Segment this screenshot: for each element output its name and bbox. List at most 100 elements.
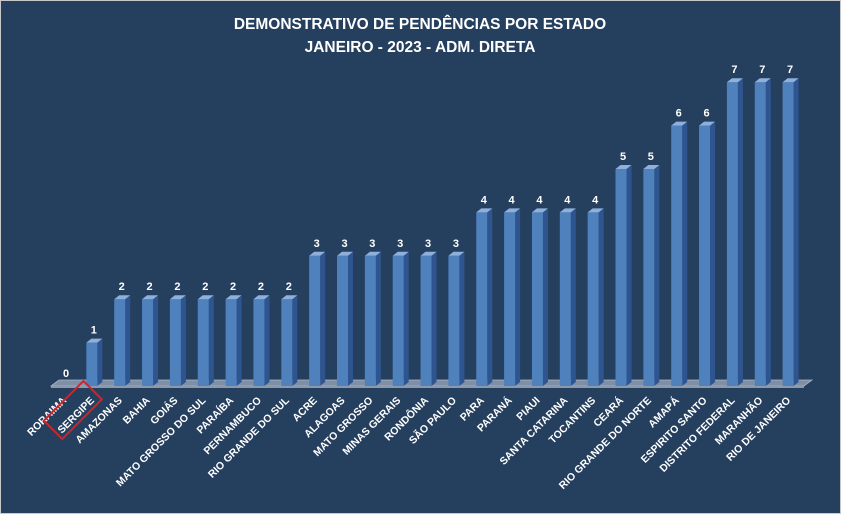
- data-label-alagoas: 3: [341, 238, 347, 250]
- bar-front-sergipe: [86, 342, 98, 386]
- bar-distrito-federal: [726, 78, 743, 386]
- bar-side-rio-grande-do-norte: [654, 165, 660, 386]
- bar-side-sao-paulo: [459, 251, 465, 386]
- bar-top-sergipe: [86, 338, 103, 343]
- bar-side-amapa: [682, 121, 688, 386]
- bar-top-ceara: [615, 165, 632, 169]
- data-label-rio-de-janeiro: 7: [787, 64, 793, 76]
- bar-front-amapa: [671, 125, 683, 386]
- bar-front-rondonia: [420, 255, 432, 386]
- bar-top-rio-grande-do-norte: [643, 165, 660, 169]
- bar-mato-grosso-do-sul: [197, 295, 214, 386]
- bar-front-distrito-federal: [726, 82, 738, 386]
- data-label-bahia: 2: [146, 281, 152, 293]
- bar-front-espirito-santo: [699, 125, 711, 386]
- bar-top-mato-grosso-do-sul: [197, 295, 214, 300]
- bar-top-tocantins: [587, 208, 604, 213]
- data-labels-group: 0 1 2 2 2 2 2 2 2 3 3 3 3 3 3 4 4 4 4 4 5 5 6 6 7 7 7: [63, 64, 793, 380]
- bar-front-acre: [309, 255, 321, 386]
- bar-top-rondonia: [420, 251, 437, 256]
- bar-top-mato-grosso: [364, 251, 381, 256]
- chart-subtitle: JANEIRO - 2023 - ADM. DIRETA: [305, 39, 536, 56]
- bar-rio-grande-do-sul: [281, 295, 298, 386]
- bar-top-amapa: [671, 121, 688, 126]
- data-label-espirito-santo: 6: [703, 108, 709, 120]
- x-tick-bahia: BAHIA: [121, 394, 153, 426]
- bar-top-parana: [504, 208, 521, 213]
- bar-para: [476, 208, 493, 386]
- bar-top-amazonas: [114, 295, 131, 300]
- bar-side-santa-catarina: [570, 208, 576, 386]
- bar-goias: [169, 295, 186, 386]
- bar-side-rio-grande-do-sul: [292, 295, 298, 386]
- bar-top-maranhao: [754, 78, 771, 83]
- floor-front-edge: [51, 386, 804, 388]
- bar-side-distrito-federal: [737, 78, 743, 386]
- bar-side-amazonas: [125, 295, 131, 386]
- bar-front-maranhao: [754, 82, 766, 386]
- bar-side-tocantins: [598, 208, 604, 386]
- bar-front-minas-gerais: [392, 255, 404, 386]
- bar-front-bahia: [142, 299, 154, 386]
- bar-front-paraiba: [225, 299, 237, 386]
- data-label-distrito-federal: 7: [731, 64, 737, 76]
- bar-front-para: [476, 212, 488, 386]
- bar-maranhao: [754, 78, 771, 386]
- bars-group: [86, 78, 799, 386]
- bar-top-alagoas: [337, 251, 353, 256]
- bar-front-mato-grosso-do-sul: [197, 299, 209, 386]
- data-label-piaui: 4: [536, 194, 543, 206]
- bar-side-goias: [180, 295, 186, 386]
- bar-side-acre: [320, 251, 326, 386]
- highlight-box: [42, 379, 104, 441]
- bar-front-alagoas: [337, 255, 348, 386]
- bar-top-distrito-federal: [726, 78, 743, 83]
- bar-front-goias: [169, 299, 181, 386]
- bar-side-minas-gerais: [403, 251, 409, 386]
- data-label-mato-grosso-do-sul: 2: [202, 281, 208, 293]
- bar-parana: [504, 208, 521, 386]
- bar-top-goias: [169, 295, 186, 300]
- data-label-rondonia: 3: [425, 238, 431, 250]
- bar-top-minas-gerais: [392, 251, 409, 256]
- data-label-mato-grosso: 3: [369, 238, 375, 250]
- bar-rondonia: [420, 251, 437, 386]
- bar-side-para: [487, 208, 493, 386]
- data-label-rio-grande-do-norte: 5: [648, 151, 654, 163]
- data-label-paraiba: 2: [230, 281, 236, 293]
- bar-front-rio-de-janeiro: [782, 82, 794, 386]
- data-label-santa-catarina: 4: [564, 194, 571, 206]
- data-label-goias: 2: [174, 281, 180, 293]
- bar-top-sao-paulo: [448, 251, 465, 256]
- bar-mato-grosso: [364, 251, 381, 386]
- bar-amapa: [671, 121, 688, 386]
- bar-front-pernambuco: [253, 299, 265, 386]
- bar-tocantins: [587, 208, 604, 386]
- bar-paraiba: [225, 295, 242, 386]
- bar-side-pernambuco: [264, 295, 270, 386]
- bar-top-espirito-santo: [699, 121, 716, 126]
- bar-front-rio-grande-do-sul: [281, 299, 293, 386]
- bar-alagoas: [337, 251, 353, 386]
- bar-top-rio-grande-do-sul: [281, 295, 298, 300]
- bar-acre: [309, 251, 326, 386]
- bar-sao-paulo: [448, 251, 465, 386]
- data-label-parana: 4: [509, 194, 516, 206]
- bar-side-bahia: [153, 295, 159, 386]
- bar-front-amazonas: [114, 299, 126, 386]
- bar-rio-grande-do-norte: [643, 165, 660, 386]
- bar-top-rio-de-janeiro: [782, 78, 799, 83]
- chart-title: DEMONSTRATIVO DE PENDÊNCIAS POR ESTADO: [234, 15, 606, 33]
- bar-side-paraiba: [236, 295, 242, 386]
- bar-front-santa-catarina: [559, 212, 571, 386]
- bar-espirito-santo: [699, 121, 716, 386]
- data-label-pernambuco: 2: [258, 281, 264, 293]
- data-label-rio-grande-do-sul: 2: [286, 281, 292, 293]
- bar-side-parana: [515, 208, 521, 386]
- bar-minas-gerais: [392, 251, 409, 386]
- bar-side-maranhao: [765, 78, 771, 386]
- bar-santa-catarina: [559, 208, 576, 386]
- bar-top-paraiba: [225, 295, 242, 300]
